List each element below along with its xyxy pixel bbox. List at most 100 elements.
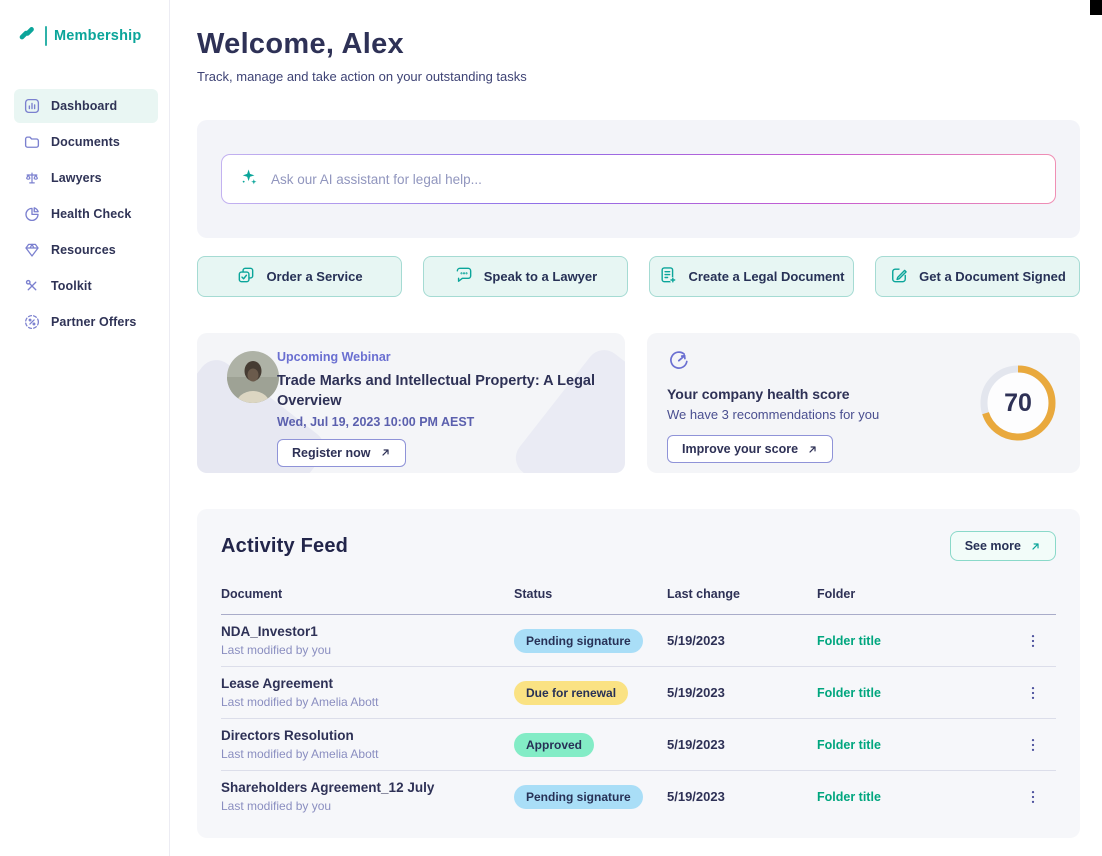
- sidebar-item-label: Lawyers: [51, 171, 102, 185]
- ai-assistant-input[interactable]: [271, 171, 1038, 187]
- brand-logo-icon: [16, 22, 38, 49]
- document-modified-by: Last modified by Amelia Abott: [221, 747, 379, 761]
- health-score-ring: 70: [978, 363, 1058, 443]
- last-change-date: 5/19/2023: [667, 737, 725, 752]
- sidebar-item-label: Health Check: [51, 207, 132, 221]
- sidebar-item-health-check[interactable]: Health Check: [14, 197, 158, 231]
- last-change-date: 5/19/2023: [667, 789, 725, 804]
- folder-link[interactable]: Folder title: [817, 737, 881, 752]
- table-row: Directors Resolution Last modified by Am…: [221, 719, 1056, 771]
- pen-square-icon: [889, 265, 909, 288]
- health-score-card: Your company health score We have 3 reco…: [647, 333, 1080, 473]
- webinar-datetime: Wed, Jul 19, 2023 10:00 PM AEST: [277, 414, 475, 429]
- logo-divider: [45, 25, 47, 46]
- health-score-title: Your company health score: [667, 386, 850, 402]
- sidebar-item-documents[interactable]: Documents: [14, 125, 158, 159]
- activity-feed-title: Activity Feed: [221, 534, 349, 557]
- sidebar-item-resources[interactable]: Resources: [14, 233, 158, 267]
- activity-feed: Activity Feed See more Document Status L…: [197, 509, 1080, 838]
- improve-score-button[interactable]: Improve your score: [667, 435, 834, 463]
- kebab-menu-icon: [1031, 790, 1035, 803]
- table-row: Lease Agreement Last modified by Amelia …: [221, 667, 1056, 719]
- page-title: Welcome, Alex: [197, 28, 404, 60]
- webinar-card: Upcoming Webinar Trade Marks and Intelle…: [197, 333, 625, 473]
- column-header-folder: Folder: [817, 587, 856, 601]
- column-header-last-change: Last change: [667, 587, 740, 601]
- sidebar-item-label: Dashboard: [51, 99, 118, 113]
- document-name[interactable]: Directors Resolution: [221, 728, 354, 743]
- chat-bubble-icon: [454, 265, 474, 288]
- improve-score-label: Improve your score: [682, 442, 799, 456]
- sidebar-item-label: Partner Offers: [51, 315, 137, 329]
- arrow-up-right-icon: [809, 445, 816, 453]
- health-score-subtitle: We have 3 recommendations for you: [667, 407, 880, 422]
- scales-icon: [23, 169, 41, 187]
- sidebar: Membership Dashboard Documents Lawyers: [0, 0, 170, 856]
- document-modified-by: Last modified by you: [221, 799, 332, 813]
- see-more-label: See more: [964, 539, 1021, 553]
- sidebar-item-toolkit[interactable]: Toolkit: [14, 269, 158, 303]
- ai-assistant-panel: [197, 120, 1080, 238]
- webinar-tag: Upcoming Webinar: [277, 350, 391, 364]
- document-modified-by: Last modified by Amelia Abott: [221, 695, 379, 709]
- create-legal-document-button[interactable]: Create a Legal Document: [649, 256, 854, 297]
- order-service-button[interactable]: Order a Service: [197, 256, 402, 297]
- last-change-date: 5/19/2023: [667, 633, 725, 648]
- quick-action-label: Get a Document Signed: [919, 269, 1066, 284]
- status-badge: Approved: [514, 732, 595, 757]
- register-now-button[interactable]: Register now: [277, 438, 406, 467]
- table-header: Document Status Last change Folder: [221, 587, 1056, 615]
- tools-icon: [23, 277, 41, 295]
- sidebar-item-label: Toolkit: [51, 279, 92, 293]
- last-change-date: 5/19/2023: [667, 685, 725, 700]
- quick-action-label: Speak to a Lawyer: [483, 269, 598, 284]
- sidebar-item-dashboard[interactable]: Dashboard: [14, 89, 158, 123]
- row-menu-button[interactable]: [1010, 736, 1056, 754]
- health-ring-progress: [980, 365, 1056, 441]
- kebab-menu-icon: [1031, 738, 1035, 751]
- info-cards: Upcoming Webinar Trade Marks and Intelle…: [197, 333, 1080, 473]
- webinar-title: Trade Marks and Intellectual Property: A…: [277, 373, 596, 410]
- dashboard-icon: [23, 97, 41, 115]
- quick-action-label: Order a Service: [266, 269, 363, 284]
- column-header-status: Status: [514, 587, 553, 601]
- kebab-menu-icon: [1031, 686, 1035, 699]
- quick-actions: Order a Service Speak to a Lawyer: [197, 256, 1080, 297]
- status-badge: Pending signature: [514, 784, 643, 809]
- folder-link[interactable]: Folder title: [817, 633, 881, 648]
- webinar-speaker-avatar: [227, 351, 279, 403]
- sidebar-item-partner-offers[interactable]: Partner Offers: [14, 305, 158, 339]
- sidebar-item-lawyers[interactable]: Lawyers: [14, 161, 158, 195]
- pie-chart-icon: [23, 205, 41, 223]
- see-more-button[interactable]: See more: [949, 531, 1056, 561]
- gauge-icon: [667, 348, 1056, 377]
- sidebar-item-label: Documents: [51, 135, 120, 149]
- ai-assistant-inputbox[interactable]: [221, 154, 1056, 204]
- document-name[interactable]: Shareholders Agreement_12 July: [221, 780, 435, 795]
- quick-action-label: Create a Legal Document: [688, 269, 845, 284]
- document-name[interactable]: NDA_Investor1: [221, 624, 318, 639]
- kebab-menu-icon: [1031, 634, 1035, 647]
- row-menu-button[interactable]: [1010, 684, 1056, 702]
- folder-icon: [23, 133, 41, 151]
- get-document-signed-button[interactable]: Get a Document Signed: [875, 256, 1080, 297]
- register-now-label: Register now: [292, 445, 371, 460]
- row-menu-button[interactable]: [1010, 632, 1056, 650]
- sparkle-icon: [239, 167, 259, 192]
- document-name[interactable]: Lease Agreement: [221, 676, 334, 691]
- speak-to-lawyer-button[interactable]: Speak to a Lawyer: [423, 256, 628, 297]
- table-row: NDA_Investor1 Last modified by you Pendi…: [221, 615, 1056, 667]
- screen-capture-artifact: [1090, 0, 1102, 15]
- column-header-document: Document: [221, 587, 283, 601]
- document-plus-icon: [658, 265, 678, 288]
- arrow-up-right-icon: [1032, 542, 1039, 550]
- gem-icon: [23, 241, 41, 259]
- folder-link[interactable]: Folder title: [817, 685, 881, 700]
- page-subtitle: Track, manage and take action on your ou…: [197, 69, 527, 84]
- main-content: Welcome, Alex Track, manage and take act…: [197, 0, 1080, 838]
- folder-link[interactable]: Folder title: [817, 789, 881, 804]
- percent-badge-icon: [23, 313, 41, 331]
- row-menu-button[interactable]: [1010, 788, 1056, 806]
- brand-name: Membership: [54, 27, 142, 44]
- sidebar-item-label: Resources: [51, 243, 116, 257]
